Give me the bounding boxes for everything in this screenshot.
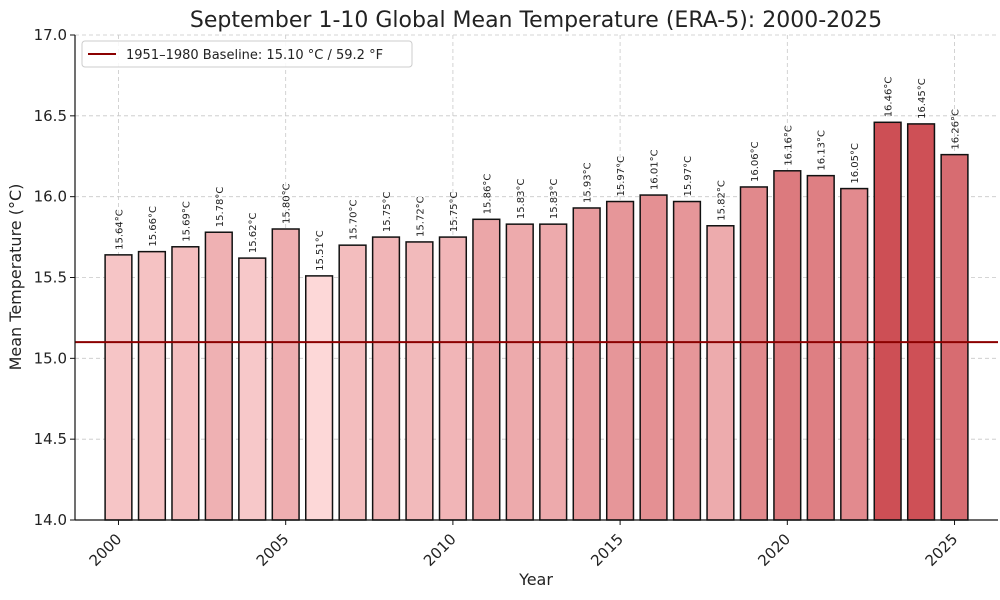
data-label-2010: 15.75°C: [449, 191, 460, 232]
data-label-2017: 15.97°C: [683, 156, 694, 197]
y-axis-label: Mean Temperature (°C): [6, 184, 25, 371]
bar-2008: [371, 236, 401, 521]
grid-lines: [75, 34, 998, 521]
data-label-2019: 16.06°C: [750, 141, 761, 182]
data-label-2004: 15.62°C: [248, 212, 259, 253]
bar-2001: [137, 250, 167, 521]
bar-2020: [773, 170, 802, 521]
data-label-2007: 15.70°C: [349, 200, 360, 241]
data-label-2020: 16.16°C: [783, 125, 794, 166]
bar-2004: [238, 257, 267, 521]
data-label-2023: 16.46°C: [884, 77, 895, 118]
y-tick-label: 16.0: [34, 188, 67, 206]
data-label-2021: 16.13°C: [817, 130, 828, 171]
data-labels: 15.64°C 15.66°C 15.69°C 15.78°C 15.62°C 15.80…: [114, 77, 961, 271]
bar-2021: [806, 174, 835, 521]
bar-2009: [405, 241, 434, 521]
bar-2000: [104, 254, 133, 521]
bar-2023: [873, 121, 902, 521]
bar-2014: [572, 207, 601, 521]
bar-2003: [204, 231, 233, 521]
x-tick-label: 2020: [754, 530, 794, 570]
axes: 14.0 14.5 15.0 15.5 16.0 16.5 17.0 2000 2005 2010…: [34, 26, 998, 570]
data-label-2012: 15.83°C: [516, 179, 527, 220]
y-tick-label: 17.0: [34, 26, 67, 44]
data-label-2013: 15.83°C: [549, 179, 560, 220]
x-tick-label: 2025: [922, 530, 962, 570]
data-label-2018: 15.82°C: [716, 180, 727, 221]
y-tick-label: 14.0: [34, 511, 67, 529]
data-label-2016: 16.01°C: [650, 149, 661, 190]
bar-2010: [438, 236, 468, 521]
bar-2006: [305, 275, 334, 521]
data-label-2002: 15.69°C: [181, 201, 192, 242]
bar-2018: [706, 225, 735, 521]
data-label-2011: 15.86°C: [482, 174, 493, 215]
data-label-2022: 16.05°C: [850, 143, 861, 184]
x-tick-label: 2010: [420, 530, 460, 570]
data-label-2006: 15.51°C: [315, 230, 326, 271]
x-axis-label: Year: [518, 570, 553, 589]
bar-2007: [338, 244, 367, 521]
bar-2005: [271, 228, 300, 521]
data-label-2000: 15.64°C: [114, 209, 125, 250]
x-tick-label: 2015: [587, 530, 627, 570]
bar-2024: [906, 123, 936, 521]
x-tick-label: 2005: [253, 530, 293, 570]
data-label-2008: 15.75°C: [382, 191, 393, 232]
bar-2022: [840, 187, 869, 521]
bar-2002: [171, 246, 200, 521]
y-tick-label: 16.5: [34, 107, 67, 125]
bar-2016: [639, 194, 668, 521]
bar-2025: [940, 153, 969, 521]
legend-box: [81, 40, 413, 68]
bar-2015: [605, 200, 635, 521]
data-label-2003: 15.78°C: [215, 187, 226, 228]
data-label-2015: 15.97°C: [616, 156, 627, 197]
y-tick-label: 14.5: [34, 430, 67, 448]
data-label-2005: 15.80°C: [282, 183, 293, 224]
data-label-2024: 16.45°C: [917, 78, 928, 119]
data-label-2025: 16.26°C: [951, 109, 962, 150]
data-label-2014: 15.93°C: [583, 162, 594, 203]
legend-baseline-label: 1951–1980 Baseline: 15.10 °C / 59.2 °F: [126, 48, 383, 63]
bar-2011: [472, 218, 501, 521]
bar-2017: [672, 200, 702, 521]
bar-2019: [739, 186, 769, 521]
bar-2013: [539, 223, 568, 521]
bars: [104, 121, 969, 521]
data-label-2001: 15.66°C: [148, 206, 159, 247]
legend: 1951–1980 Baseline: 15.10 °C / 59.2 °F: [81, 40, 413, 68]
data-label-2009: 15.72°C: [415, 196, 426, 237]
y-tick-label: 15.5: [34, 269, 67, 287]
bar-2012: [505, 223, 534, 521]
y-tick-label: 15.0: [34, 349, 67, 367]
x-tick-label: 2000: [86, 530, 126, 570]
chart-title: September 1-10 Global Mean Temperature (…: [190, 8, 882, 33]
